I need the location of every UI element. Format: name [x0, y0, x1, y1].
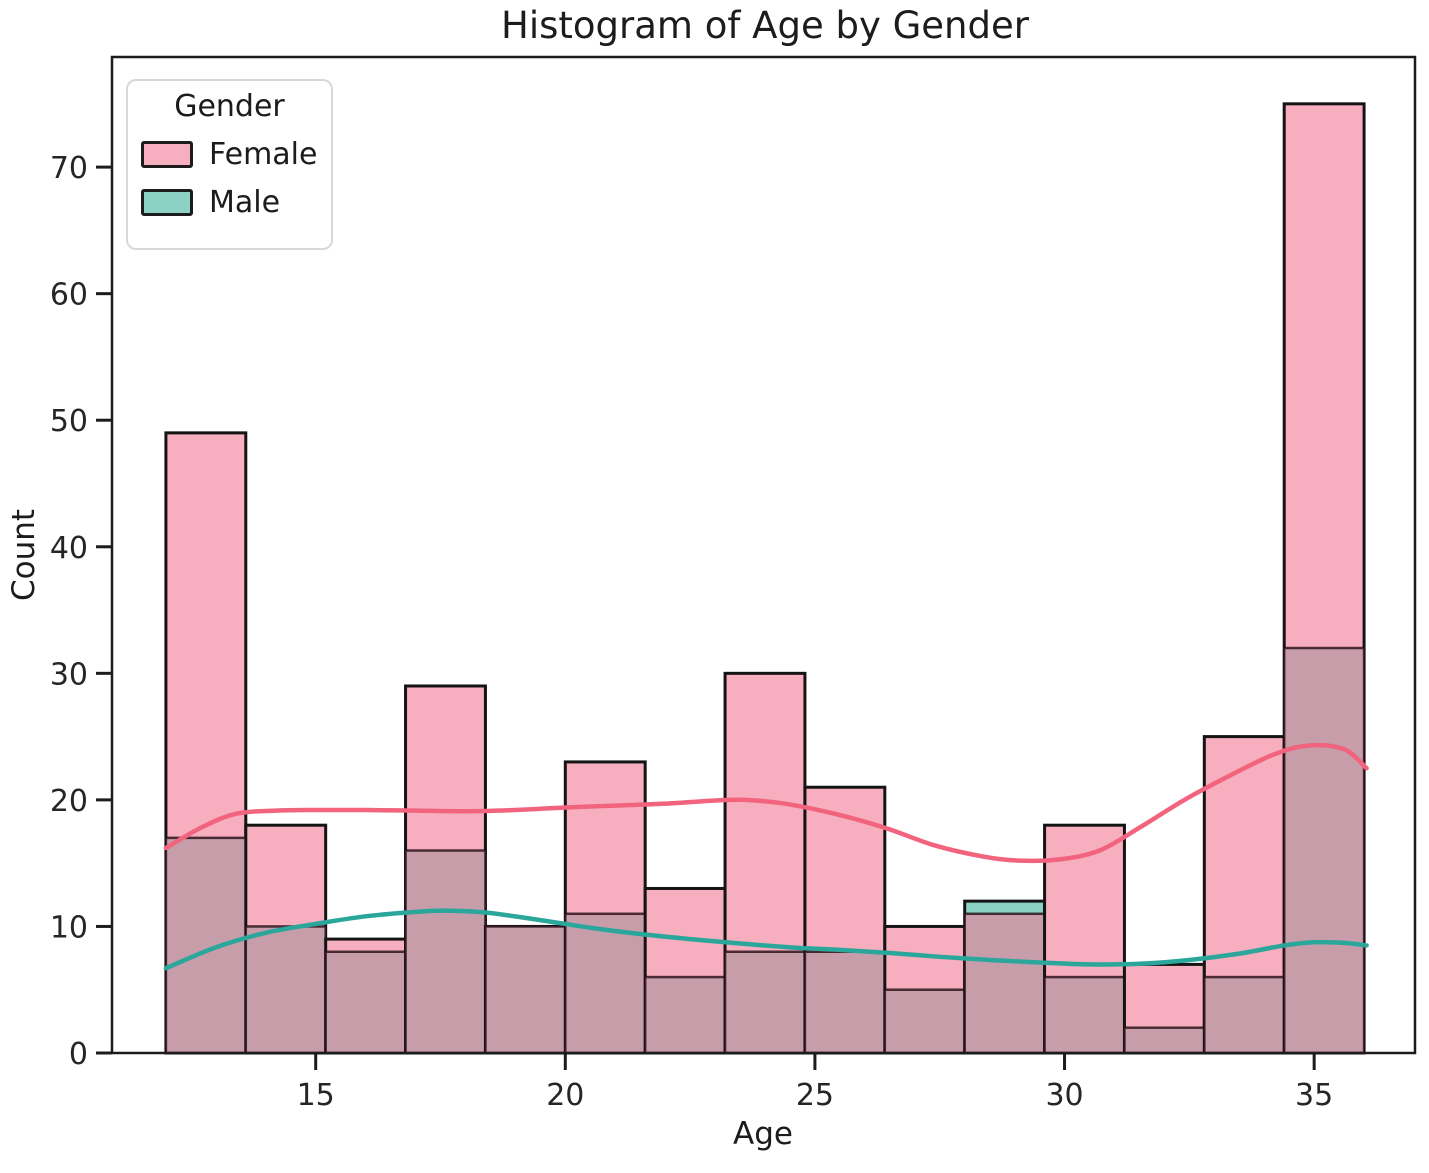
legend-entry-male: Male: [128, 185, 331, 220]
male-swatch-icon: [141, 189, 193, 216]
y-tick-label: 0: [69, 1037, 88, 1072]
female-swatch-icon: [141, 141, 193, 168]
y-tick-label: 10: [50, 910, 88, 945]
overlap-bar: [963, 912, 1046, 1055]
overlap-bar: [484, 925, 567, 1055]
overlap-bar: [1282, 646, 1366, 1055]
y-tick-label: 60: [50, 278, 88, 313]
female-kde-line: [163, 742, 1369, 864]
overlap-bar: [643, 975, 727, 1055]
y-tick-label: 30: [50, 657, 88, 692]
overlap-bar: [244, 925, 327, 1055]
legend-title: Gender: [174, 89, 285, 124]
y-tick-label: 50: [50, 404, 88, 439]
overlap-bar: [324, 950, 407, 1055]
y-tick-label: 40: [50, 531, 88, 566]
legend-entry-female-label: Female: [209, 137, 318, 172]
male-kde-line: [163, 908, 1369, 971]
overlap-bar: [803, 950, 887, 1055]
legend-entry-male-label: Male: [209, 185, 281, 220]
x-tick-label: 30: [1045, 1078, 1083, 1113]
y-tick-label: 20: [50, 784, 88, 819]
x-tick-label: 25: [796, 1078, 834, 1113]
legend-entry-female: Female: [128, 137, 331, 172]
x-tick-label: 35: [1295, 1078, 1333, 1113]
x-tick-label: 15: [297, 1078, 335, 1113]
overlap-bar: [404, 849, 487, 1055]
chart-title: Histogram of Age by Gender: [501, 4, 1029, 47]
overlap-bar: [1043, 975, 1126, 1055]
overlap-bar: [883, 988, 966, 1055]
y-axis-label: Count: [6, 508, 42, 602]
x-tick-label: 20: [546, 1078, 584, 1113]
y-tick-label: 70: [50, 151, 88, 186]
overlap-bar: [1123, 1026, 1206, 1055]
overlap-bar: [564, 912, 647, 1055]
overlap-bar: [164, 836, 248, 1055]
axes-spines: [110, 55, 1417, 1055]
overlap-bar: [723, 950, 807, 1055]
x-axis-label: Age: [733, 1116, 793, 1152]
overlap-bar: [1203, 975, 1286, 1055]
legend: Gender Female Male: [126, 79, 333, 250]
